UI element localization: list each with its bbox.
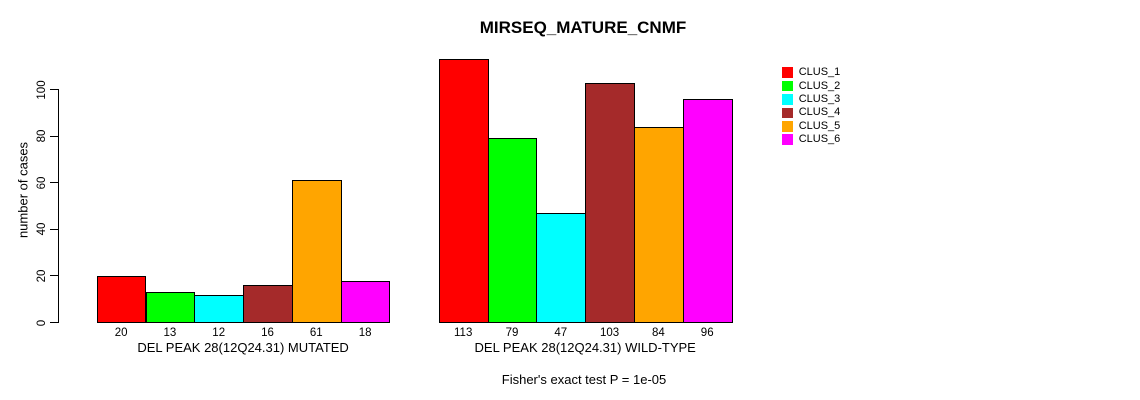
y-tick-mark bbox=[49, 182, 58, 184]
bar-clus_2-group1 bbox=[145, 292, 196, 324]
y-tick-mark bbox=[49, 88, 58, 91]
bar-value-label: 79 bbox=[505, 326, 519, 339]
y-tick-mark bbox=[49, 275, 58, 277]
legend-item-clus_3: CLUS_3 bbox=[782, 93, 840, 106]
legend-label: CLUS_3 bbox=[798, 92, 841, 105]
y-tick-label: 60 bbox=[36, 176, 48, 190]
legend-label: CLUS_5 bbox=[798, 119, 841, 132]
y-tick-mark bbox=[49, 228, 58, 230]
fisher-test-annotation: Fisher's exact test P = 1e-05 bbox=[501, 372, 667, 387]
bar-value-label: 20 bbox=[114, 326, 128, 339]
legend-label: CLUS_4 bbox=[798, 106, 841, 119]
y-axis-line bbox=[57, 89, 59, 323]
bar-clus_1-group2 bbox=[438, 59, 489, 324]
y-tick-label: 0 bbox=[36, 319, 48, 326]
bar-value-label: 18 bbox=[358, 326, 372, 339]
bar-value-label: 103 bbox=[599, 326, 620, 339]
legend-label: CLUS_2 bbox=[798, 79, 841, 92]
bar-value-label: 84 bbox=[652, 326, 665, 339]
y-tick-label: 100 bbox=[36, 79, 48, 100]
y-tick-label: 20 bbox=[36, 269, 48, 283]
legend-swatch-icon bbox=[782, 80, 793, 92]
legend-item-clus_2: CLUS_2 bbox=[782, 79, 840, 92]
legend-swatch-icon bbox=[782, 94, 793, 105]
bar-value-label: 61 bbox=[309, 326, 323, 339]
bar-clus_3-group1 bbox=[194, 294, 245, 324]
bar-clus_1-group1 bbox=[96, 275, 147, 324]
bar-clus_6-group1 bbox=[340, 280, 391, 324]
legend-swatch-icon bbox=[782, 134, 793, 145]
bar-value-label: 13 bbox=[163, 326, 177, 339]
bar-clus_5-group2 bbox=[634, 126, 684, 324]
legend-item-clus_6: CLUS_6 bbox=[782, 133, 840, 146]
group-label: DEL PEAK 28(12Q24.31) MUTATED bbox=[137, 340, 349, 355]
legend-swatch-icon bbox=[782, 120, 793, 132]
bar-value-label: 96 bbox=[700, 326, 714, 339]
bar-clus_2-group2 bbox=[487, 138, 538, 324]
chart-title: MIRSEQ_MATURE_CNMF bbox=[479, 18, 687, 37]
legend: CLUS_1 CLUS_2 CLUS_3 CLUS_4 CLUS_5 CLUS_6 bbox=[782, 66, 840, 146]
legend-swatch-icon bbox=[782, 67, 793, 79]
bar-clus_5-group1 bbox=[291, 180, 342, 324]
y-tick-mark bbox=[49, 321, 58, 324]
group-label: DEL PEAK 28(12Q24.31) WILD-TYPE bbox=[474, 340, 696, 355]
bar-clus_4-group2 bbox=[585, 82, 635, 324]
y-tick-mark bbox=[49, 135, 58, 137]
legend-swatch-icon bbox=[782, 107, 793, 119]
legend-item-clus_5: CLUS_5 bbox=[782, 120, 840, 133]
bar-clus_4-group1 bbox=[243, 285, 293, 324]
bar-value-label: 47 bbox=[554, 326, 568, 339]
legend-label: CLUS_1 bbox=[798, 66, 841, 79]
bar-value-label: 16 bbox=[261, 326, 274, 339]
y-axis-label: number of cases bbox=[15, 141, 31, 239]
legend-label: CLUS_6 bbox=[798, 133, 841, 146]
bar-clus_6-group2 bbox=[682, 98, 733, 324]
legend-item-clus_4: CLUS_4 bbox=[782, 106, 840, 119]
y-tick-label: 40 bbox=[36, 222, 48, 236]
bar-value-label: 113 bbox=[454, 326, 473, 339]
bar-clus_3-group2 bbox=[536, 212, 587, 324]
y-tick-label: 80 bbox=[36, 129, 48, 143]
bar-value-label: 12 bbox=[212, 326, 226, 339]
legend-item-clus_1: CLUS_1 bbox=[782, 66, 840, 79]
